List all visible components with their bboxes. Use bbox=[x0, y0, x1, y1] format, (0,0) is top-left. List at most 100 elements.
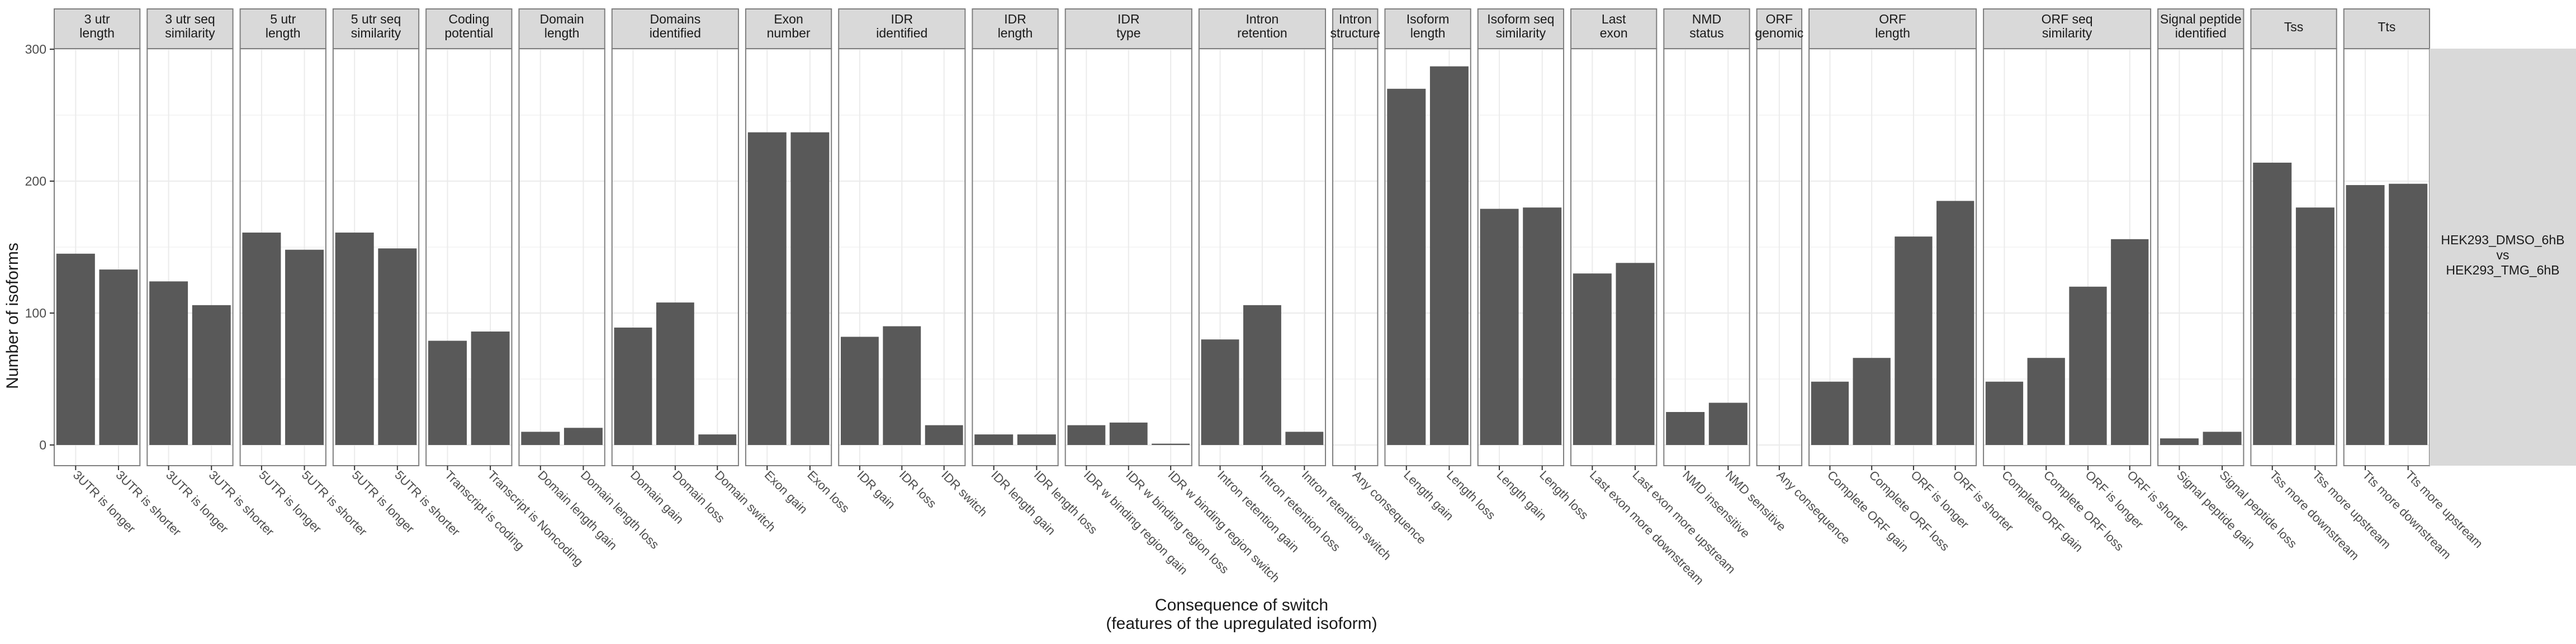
bar bbox=[1616, 263, 1655, 445]
bar bbox=[192, 305, 231, 445]
facet-label: ORF length bbox=[1875, 12, 1910, 40]
facet-strip bbox=[425, 8, 513, 49]
facet-label: ORF seq similarity bbox=[2042, 12, 2093, 40]
bar bbox=[1243, 305, 1281, 445]
panel-background bbox=[2158, 49, 2244, 466]
bar bbox=[656, 302, 694, 445]
bar bbox=[1895, 236, 1933, 445]
bar bbox=[1480, 209, 1519, 445]
bar bbox=[1985, 381, 2024, 445]
bar bbox=[1523, 207, 1562, 445]
bar bbox=[149, 281, 188, 445]
bar bbox=[1429, 66, 1469, 446]
facet-strip bbox=[2157, 8, 2244, 49]
y-tick-label: 0 bbox=[39, 438, 46, 452]
bar bbox=[471, 332, 510, 445]
bar bbox=[2160, 438, 2199, 445]
panel-background bbox=[972, 49, 1058, 466]
bar bbox=[925, 425, 963, 445]
facet-label: ORF genomic bbox=[1755, 12, 1803, 40]
facet-strip bbox=[1332, 8, 1379, 49]
bar bbox=[2111, 239, 2149, 445]
facet-strip bbox=[1756, 8, 1803, 49]
bar bbox=[790, 132, 830, 445]
bar bbox=[285, 249, 324, 445]
bar bbox=[1285, 432, 1324, 445]
facet-label: Exon number bbox=[767, 12, 811, 40]
y-tick-label: 300 bbox=[25, 42, 46, 56]
facet-strip bbox=[745, 8, 832, 49]
facet-label: IDR identified bbox=[876, 12, 927, 40]
facet-label: Domains identified bbox=[650, 12, 701, 40]
facet-label: NMD status bbox=[1689, 12, 1723, 40]
bar bbox=[1936, 201, 1974, 445]
facet-label: Isoform seq similarity bbox=[1487, 12, 1554, 40]
panel-background bbox=[1664, 49, 1750, 466]
facet-strip bbox=[146, 8, 234, 49]
bar bbox=[1573, 273, 1612, 445]
facet-strip bbox=[1477, 8, 1565, 49]
facet-label: Coding potential bbox=[444, 12, 493, 40]
bar bbox=[56, 253, 95, 445]
facet-strip bbox=[972, 8, 1059, 49]
y-tick-label: 100 bbox=[25, 306, 46, 320]
bar bbox=[1853, 358, 1891, 445]
bar bbox=[564, 428, 603, 445]
y-tick-label: 200 bbox=[25, 174, 46, 188]
facet-label: Isoform length bbox=[1407, 12, 1450, 40]
facet-row-strip: HEK293_DMSO_6hB vs HEK293_TMG_6hB bbox=[2430, 49, 2576, 466]
bar bbox=[242, 233, 281, 445]
facet-label: 5 utr length bbox=[266, 12, 301, 40]
bar bbox=[1387, 88, 1426, 446]
bar bbox=[614, 327, 652, 445]
panel-background bbox=[519, 49, 605, 466]
facet-strip bbox=[611, 8, 739, 49]
facet-strip bbox=[1663, 8, 1750, 49]
bar bbox=[521, 432, 560, 445]
facet-strip bbox=[838, 8, 966, 49]
bar bbox=[2295, 207, 2334, 445]
facet-label: IDR length bbox=[998, 12, 1033, 40]
x-axis-label: Consequence of switch (features of the up… bbox=[1106, 596, 1377, 633]
facet-strip bbox=[1983, 8, 2152, 49]
bar bbox=[1811, 381, 1849, 445]
bar bbox=[1666, 412, 1705, 445]
facet-strip bbox=[332, 8, 420, 49]
facet-label: IDR type bbox=[1116, 12, 1140, 40]
facet-label: Last exon bbox=[1600, 12, 1628, 40]
facet-strip bbox=[1384, 8, 1471, 49]
bar bbox=[1152, 443, 1190, 445]
bar bbox=[2346, 185, 2385, 445]
bar bbox=[378, 248, 417, 445]
facet-strip bbox=[1570, 8, 1658, 49]
bar bbox=[2027, 358, 2065, 445]
facet-label: 5 utr seq similarity bbox=[351, 12, 401, 40]
bar bbox=[1067, 425, 1106, 445]
facet-strip bbox=[1198, 8, 1327, 49]
bar bbox=[2203, 432, 2242, 445]
facet-strip bbox=[1064, 8, 1192, 49]
bar bbox=[99, 269, 138, 445]
facet-strip bbox=[1808, 8, 1977, 49]
facet-strip bbox=[239, 8, 326, 49]
bar bbox=[2069, 286, 2107, 445]
bar bbox=[428, 340, 467, 445]
facet-row-label: HEK293_DMSO_6hB vs HEK293_TMG_6hB bbox=[2441, 233, 2564, 277]
y-axis-label: Number of isoforms bbox=[3, 243, 22, 389]
bar bbox=[1708, 402, 1748, 445]
bar bbox=[1017, 434, 1056, 445]
facet-row-strip-background bbox=[2430, 49, 2576, 466]
facet-strip bbox=[2343, 8, 2430, 49]
bar bbox=[747, 132, 787, 445]
bar bbox=[1201, 339, 1239, 445]
facet-label: Tts bbox=[2378, 20, 2395, 34]
